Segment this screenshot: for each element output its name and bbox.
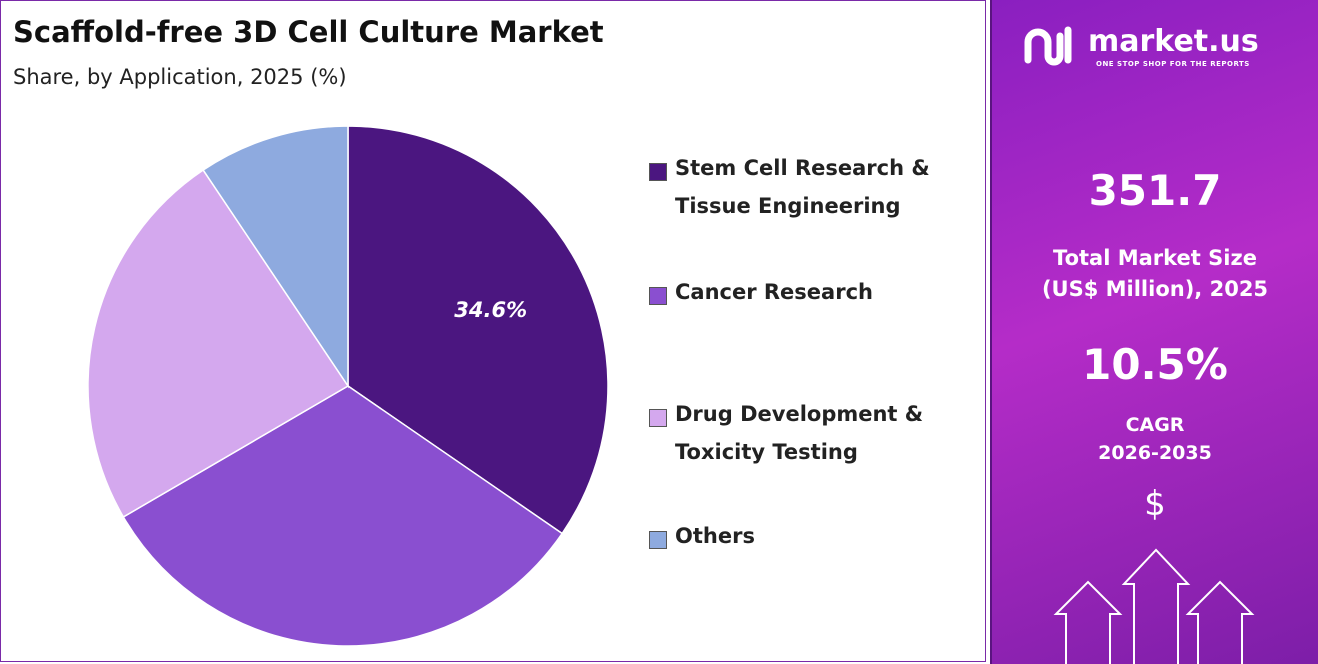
logo-icon: [1024, 26, 1072, 66]
market-size-label: Total Market Size: [1053, 246, 1257, 270]
pie-slice: [347, 125, 609, 535]
legend-item: Drug Development & Toxicity Testing: [649, 402, 969, 471]
market-size-label: (US$ Million), 2025: [1041, 277, 1269, 301]
pie-slice: [202, 125, 349, 389]
legend-item: Stem Cell Research & Tissue Engineering: [649, 156, 969, 225]
brand: market.us: [1088, 24, 1259, 59]
legend-label: Drug Development & Toxicity Testing: [675, 402, 924, 464]
currency-icon: $: [1144, 484, 1166, 524]
cagr: 10.5%: [1082, 340, 1228, 389]
legend-swatch: [649, 531, 667, 549]
market-size: 351.7: [1088, 166, 1222, 215]
legend-swatch: [649, 163, 667, 181]
data-label: 34.6%: [454, 298, 527, 322]
legend-item: Cancer Research: [649, 280, 969, 311]
info-panel: market.us ONE STOP SHOP FOR THE REPORTS …: [990, 0, 1318, 664]
legend-label: Others: [675, 524, 755, 548]
cagr-label: CAGR: [1125, 414, 1185, 436]
legend-item: Others: [649, 524, 969, 555]
tagline: ONE STOP SHOP FOR THE REPORTS: [1096, 60, 1250, 68]
legend-swatch: [649, 287, 667, 305]
chart-area: Scaffold-free 3D Cell Culture Market Sha…: [0, 0, 986, 662]
legend-swatch: [649, 409, 667, 427]
legend-label: Stem Cell Research & Tissue Engineering: [675, 156, 930, 218]
pie-slice: [122, 385, 564, 647]
chart-subtitle: Share, by Application, 2025 (%): [13, 65, 347, 89]
legend-label: Cancer Research: [675, 280, 873, 304]
chart-title: Scaffold-free 3D Cell Culture Market: [13, 15, 604, 49]
arrows-decoration: [1053, 548, 1255, 664]
pie-chart: 34.6%: [87, 125, 609, 647]
cagr-label: 2026-2035: [1098, 442, 1212, 464]
pie-slice: [87, 169, 350, 518]
